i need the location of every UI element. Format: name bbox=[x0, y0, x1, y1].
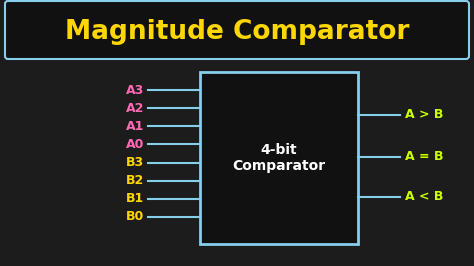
Bar bbox=[200, 72, 358, 244]
Text: B3: B3 bbox=[126, 156, 144, 169]
Text: A1: A1 bbox=[126, 119, 144, 132]
Text: A2: A2 bbox=[126, 102, 144, 114]
Text: B2: B2 bbox=[126, 174, 144, 188]
FancyBboxPatch shape bbox=[5, 1, 469, 59]
Text: B0: B0 bbox=[126, 210, 144, 223]
Text: A = B: A = B bbox=[405, 151, 444, 164]
Text: A3: A3 bbox=[126, 84, 144, 97]
Text: A < B: A < B bbox=[405, 190, 443, 203]
Text: B1: B1 bbox=[126, 193, 144, 206]
Text: Magnitude Comparator: Magnitude Comparator bbox=[65, 19, 409, 45]
Text: A > B: A > B bbox=[405, 109, 443, 122]
Text: A0: A0 bbox=[126, 138, 144, 151]
Text: 4-bit
Comparator: 4-bit Comparator bbox=[232, 143, 326, 173]
